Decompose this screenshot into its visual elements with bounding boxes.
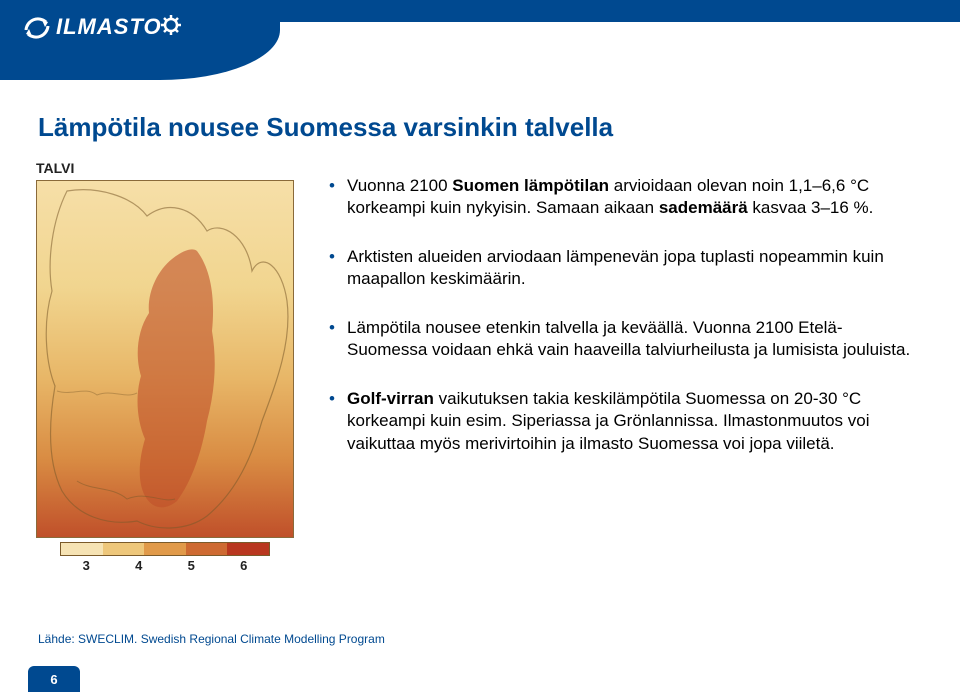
logo: ILMASTO <box>22 12 182 42</box>
legend-seg-2 <box>144 543 186 555</box>
legend-seg-1 <box>103 543 145 555</box>
source-citation: Lähde: SWECLIM. Swedish Regional Climate… <box>38 632 385 646</box>
map-region: TALVI 3 4 5 6 <box>36 160 296 580</box>
legend-value: 6 <box>240 558 247 573</box>
page-title: Lämpötila nousee Suomessa varsinkin talv… <box>38 112 613 143</box>
bullet-item: Lämpötila nousee etenkin talvella ja kev… <box>325 317 915 362</box>
logo-icon <box>22 12 52 42</box>
page-number: 6 <box>50 672 57 687</box>
legend-value: 3 <box>83 558 90 573</box>
logo-text: ILMASTO <box>56 14 162 40</box>
legend-seg-3 <box>186 543 228 555</box>
legend-seg-4 <box>227 543 269 555</box>
legend-seg-0 <box>61 543 103 555</box>
map-legend: 3 4 5 6 <box>36 542 294 582</box>
legend-value: 5 <box>188 558 195 573</box>
page-number-tab: 6 <box>28 666 80 692</box>
header-wave-white <box>200 22 960 82</box>
bullet-item: Arktisten alueiden arviodaan lämpenevän … <box>325 246 915 291</box>
map-image <box>36 180 294 538</box>
logo-gear-icon <box>160 14 182 41</box>
map-legend-values: 3 4 5 6 <box>60 558 270 573</box>
map-label: TALVI <box>36 160 296 176</box>
bullet-item: Golf-virran vaikutuksen takia keskilämpö… <box>325 388 915 455</box>
bullet-item: Vuonna 2100 Suomen lämpötilan arvioidaan… <box>325 175 915 220</box>
map-legend-bar <box>60 542 270 556</box>
legend-value: 4 <box>135 558 142 573</box>
bullet-list: Vuonna 2100 Suomen lämpötilan arvioidaan… <box>325 175 915 481</box>
